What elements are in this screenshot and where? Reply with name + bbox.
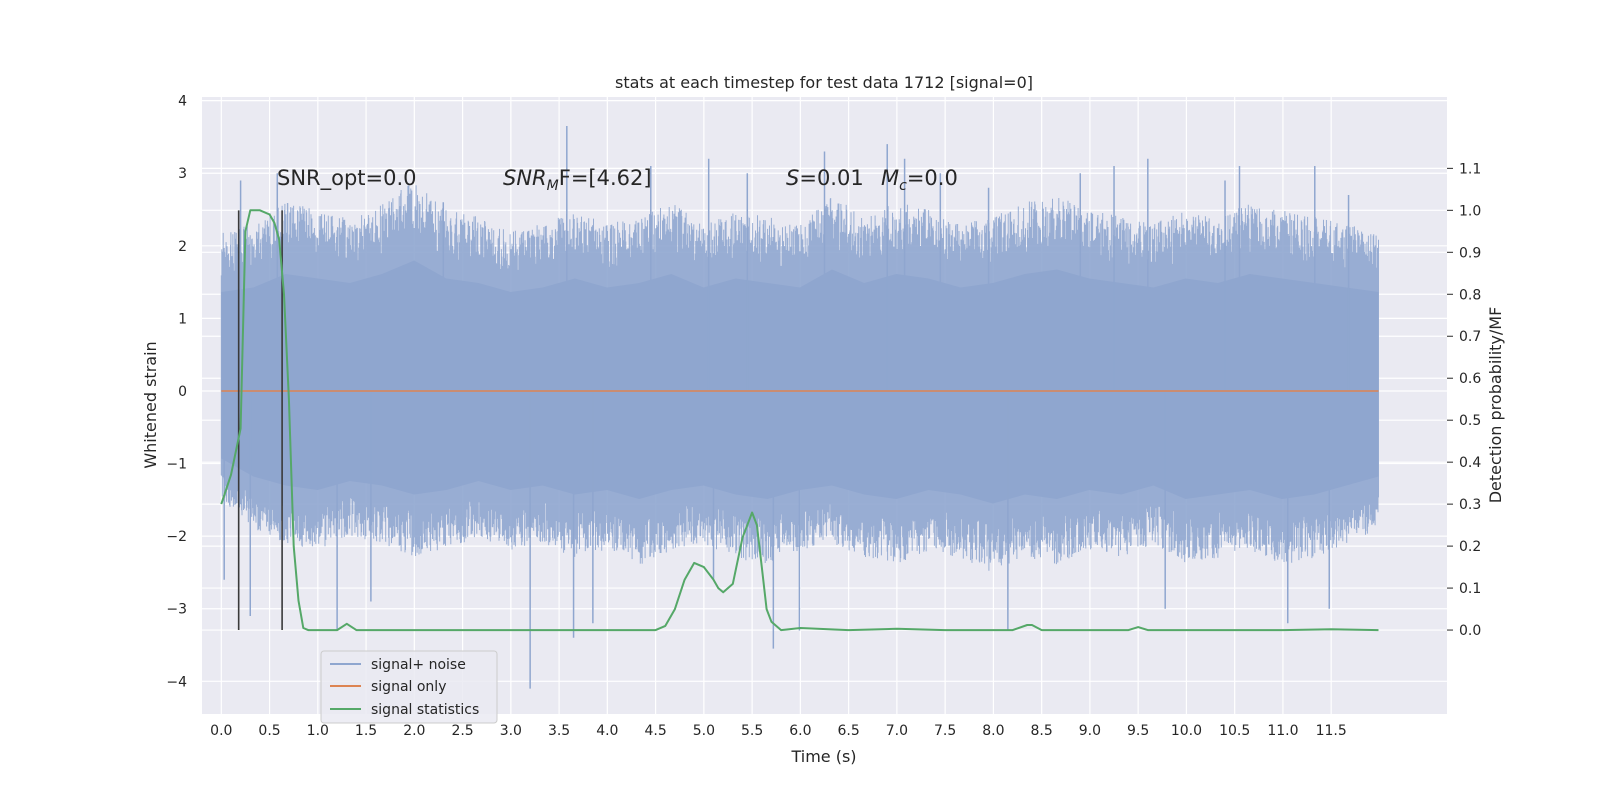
y2-tick-label: 0.5 <box>1459 413 1481 429</box>
series-signal-noise-core <box>221 260 1379 504</box>
x-tick-label: 8.0 <box>982 723 1004 739</box>
x-tick-label: 9.0 <box>1079 723 1101 739</box>
y2-tick-label: 1.1 <box>1459 161 1481 177</box>
x-tick-label: 4.5 <box>644 723 666 739</box>
series-signal-statistics <box>220 209 1379 632</box>
x-tick-label: 0.0 <box>210 723 232 739</box>
y2-tick-label: 0.9 <box>1459 245 1481 261</box>
annotation-snr-mf-main: SNR <box>503 166 547 190</box>
x-tick-label: 10.0 <box>1171 723 1202 739</box>
y-tick-label: −2 <box>166 529 187 545</box>
x-tick-label: 5.5 <box>741 723 763 739</box>
x-tick-label: 7.5 <box>934 723 956 739</box>
y-tick-label: 0 <box>178 384 187 400</box>
x-tick-label: 2.5 <box>451 723 473 739</box>
x-tick-label: 4.0 <box>596 723 618 739</box>
y-axis-label: Whitened strain <box>141 341 160 468</box>
x-tick-label: 1.0 <box>307 723 329 739</box>
x-tick-label: 8.5 <box>1031 723 1053 739</box>
y2-axis-label: Detection probability/MF <box>1486 307 1505 504</box>
annotation-snr-mf-sub: M <box>547 178 559 194</box>
annotation-mc-rest: =0.0 <box>907 166 958 190</box>
y-tick-label: 1 <box>178 311 187 327</box>
annotations: SNR_opt=0.0 SNRMF=[4.62] S=0.01 Mc=0.0 <box>277 166 958 194</box>
annotation-snr-opt: SNR_opt=0.0 <box>277 166 417 191</box>
y-tick-label: −1 <box>166 457 187 473</box>
x-tick-label: 10.5 <box>1219 723 1250 739</box>
annotation-mc: Mc=0.0 <box>881 166 958 194</box>
x-tick-label: 0.5 <box>258 723 280 739</box>
y2-tick-label: 0.8 <box>1459 287 1481 303</box>
annotation-mc-sub: c <box>899 178 907 194</box>
y2-tick-label: 0.1 <box>1459 581 1481 597</box>
x-tick-label: 5.0 <box>693 723 715 739</box>
x-axis-label: Time (s) <box>790 747 856 766</box>
legend-label-signal-statistics: signal statistics <box>371 702 479 718</box>
y-tick-label: −3 <box>166 602 187 618</box>
x-tick-label: 3.5 <box>548 723 570 739</box>
annotation-snr-mf: SNRMF=[4.62] <box>503 166 652 194</box>
x-tick-label: 11.5 <box>1316 723 1347 739</box>
legend: signal+ noise signal only signal statist… <box>320 650 498 724</box>
annotation-s-rest: =0.01 <box>799 166 863 190</box>
y-tick-label: −4 <box>166 674 187 690</box>
y2-tick-label: 0.7 <box>1459 329 1481 345</box>
annotation-mc-main: M <box>881 166 899 190</box>
x-tick-label: 9.5 <box>1127 723 1149 739</box>
x-tick-label: 3.0 <box>500 723 522 739</box>
y-tick-label: 2 <box>178 239 187 255</box>
legend-box <box>320 650 498 724</box>
y-tick-label: 4 <box>178 94 187 110</box>
x-tick-label: 6.0 <box>789 723 811 739</box>
y2-tick-label: 0.2 <box>1459 539 1481 555</box>
y2-tick-label: 0.4 <box>1459 455 1481 471</box>
annotation-s-stat: S=0.01 <box>786 166 864 190</box>
annotation-s-main: S <box>786 166 799 190</box>
y2-tick-label: 0.3 <box>1459 497 1481 513</box>
annotation-snr-mf-rest: F=[4.62] <box>559 166 652 190</box>
x-tick-label: 7.0 <box>886 723 908 739</box>
chart-title: stats at each timestep for test data 171… <box>615 73 1033 92</box>
plot-data <box>220 126 1379 689</box>
axes: 0.0 0.5 1.0 1.5 2.0 2.5 3.0 3.5 4.0 4.5 5.0 5.5 6.0 6… <box>166 94 1481 739</box>
x-tick-label: 1.5 <box>355 723 377 739</box>
y-tick-label: 3 <box>178 166 187 182</box>
legend-label-signal-only: signal only <box>371 679 446 695</box>
x-tick-label: 6.5 <box>837 723 859 739</box>
y2-tick-label: 0.0 <box>1459 623 1481 639</box>
legend-label-signal-noise: signal+ noise <box>371 657 466 673</box>
y2-tick-label: 0.6 <box>1459 371 1481 387</box>
y2-tick-label: 1.0 <box>1459 203 1481 219</box>
x-tick-label: 2.0 <box>403 723 425 739</box>
x-tick-label: 11.0 <box>1267 723 1298 739</box>
